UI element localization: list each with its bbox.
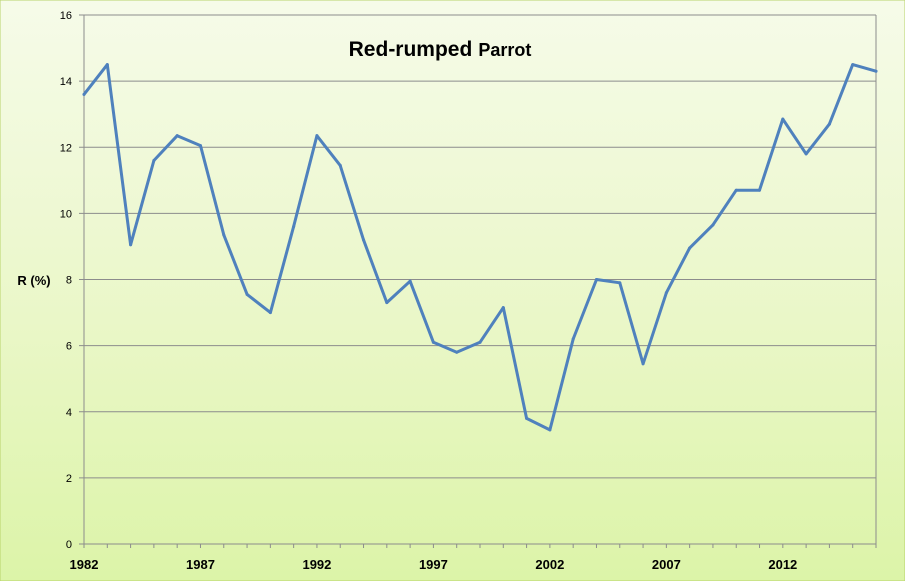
y-tick-label: 12	[60, 142, 72, 154]
data-point	[874, 69, 878, 73]
chart-title-sub: Parrot	[478, 40, 531, 60]
data-point	[408, 279, 412, 283]
data-point	[781, 117, 785, 121]
data-point	[82, 92, 86, 96]
data-point	[175, 134, 179, 138]
data-point	[688, 246, 692, 250]
x-tick-label: 1997	[419, 557, 448, 572]
data-point	[152, 158, 156, 162]
chart-title-main: Red-rumped	[349, 38, 473, 61]
data-point	[758, 188, 762, 192]
y-tick-label: 6	[66, 341, 72, 353]
data-point	[571, 337, 575, 341]
data-point	[618, 281, 622, 285]
data-point	[245, 292, 249, 296]
data-point	[268, 311, 272, 315]
x-tick-label: 2012	[768, 557, 797, 572]
data-point	[315, 134, 319, 138]
y-tick-label: 2	[66, 473, 72, 485]
data-point	[548, 428, 552, 432]
data-point	[594, 278, 598, 281]
y-tick-label: 0	[66, 539, 72, 551]
y-tick-label: 10	[60, 208, 72, 220]
data-point	[851, 63, 855, 67]
data-point	[292, 225, 296, 229]
x-tick-label: 1992	[302, 557, 331, 572]
data-point	[711, 223, 715, 227]
x-tick-label: 2007	[652, 557, 681, 572]
data-point	[431, 340, 435, 344]
data-point	[734, 188, 738, 192]
y-tick-label: 8	[66, 275, 72, 287]
data-point	[385, 301, 389, 305]
data-point	[478, 340, 482, 344]
axes: 0 2 4 6 8 10 12 14 16 1982 1987 1992 1997 2002 2007 201…	[60, 10, 877, 572]
data-point	[129, 243, 133, 247]
labels: R (%) Red-rumped Parrot	[17, 38, 531, 288]
chart-title: Red-rumped Parrot	[349, 38, 532, 61]
data-point	[198, 144, 202, 148]
x-tick-label: 1987	[186, 557, 215, 572]
y-tick-label: 16	[60, 10, 72, 22]
data-point	[827, 122, 831, 126]
y-tick-label: 14	[60, 76, 72, 88]
data-point	[501, 306, 505, 310]
series-layer	[82, 63, 878, 432]
data-point	[222, 233, 226, 237]
y-axis-label: R (%)	[17, 273, 50, 288]
y-tick-label: 4	[66, 407, 72, 419]
data-point	[664, 291, 668, 295]
data-point	[455, 350, 459, 354]
data-point	[362, 238, 366, 242]
x-tick-label: 1982	[70, 557, 99, 572]
grid	[84, 14, 876, 545]
data-point	[804, 152, 808, 156]
x-tick-label: 2002	[535, 557, 564, 572]
data-point	[338, 163, 342, 167]
data-point	[105, 63, 109, 67]
data-point	[525, 416, 529, 420]
data-point	[641, 362, 645, 366]
series-line	[82, 63, 878, 432]
